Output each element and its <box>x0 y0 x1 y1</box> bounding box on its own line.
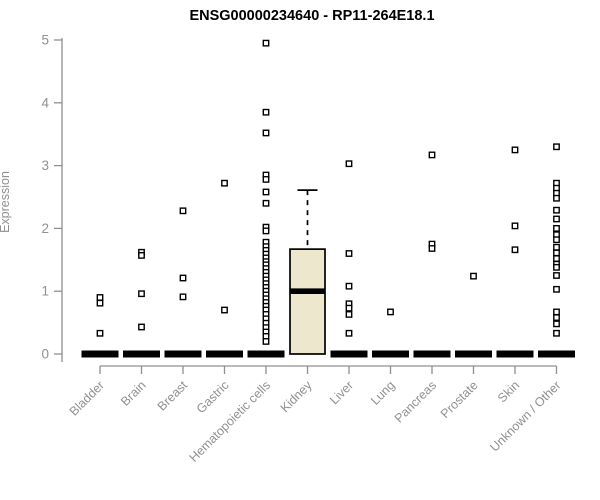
data-point <box>553 272 560 279</box>
data-point <box>511 222 519 230</box>
y-axis-title: Expression <box>0 171 12 233</box>
data-point <box>262 188 270 196</box>
data-point <box>553 143 560 151</box>
category-label: Gastric <box>194 378 232 416</box>
category-label: Kidney <box>278 378 315 415</box>
data-point <box>553 285 560 293</box>
data-point <box>179 207 187 215</box>
box <box>289 248 326 355</box>
zero-box <box>372 350 409 358</box>
data-point <box>345 329 353 337</box>
data-point <box>470 272 477 280</box>
y-tick-label: 1 <box>41 284 49 299</box>
data-point <box>553 243 560 251</box>
category-label: Bladder <box>67 378 107 418</box>
data-point <box>179 274 187 282</box>
zero-box <box>538 350 575 358</box>
data-point <box>345 250 353 257</box>
y-tick-label: 4 <box>41 95 49 110</box>
data-point <box>553 215 560 223</box>
data-point <box>262 176 270 183</box>
data-point <box>221 179 228 187</box>
data-point <box>553 329 560 337</box>
chart-title: ENSG00000234640 - RP11-264E18.1 <box>189 8 435 24</box>
data-point <box>262 108 270 116</box>
data-point <box>553 236 560 244</box>
zero-box <box>247 350 285 358</box>
data-point <box>345 311 353 318</box>
category-label: Brain <box>118 378 149 409</box>
category-label: Pancreas <box>392 378 439 425</box>
data-point <box>553 206 560 214</box>
category-label: Hematopoietic cells <box>187 378 274 465</box>
zero-box <box>496 350 534 358</box>
zero-box <box>413 350 451 358</box>
category-label: Liver <box>327 378 356 407</box>
data-point <box>553 263 560 271</box>
category-label: Breast <box>155 378 191 414</box>
data-point <box>262 39 270 47</box>
data-point <box>96 329 104 337</box>
zero-box <box>330 350 368 358</box>
y-tick-label: 5 <box>41 33 49 48</box>
data-point <box>96 294 104 301</box>
data-point <box>387 308 394 316</box>
category-label: Skin <box>495 378 522 405</box>
data-point <box>428 245 436 252</box>
zero-box <box>123 350 160 358</box>
data-point <box>221 306 228 314</box>
data-point <box>553 320 560 328</box>
data-point <box>138 252 145 259</box>
data-point <box>345 304 353 312</box>
y-tick-label: 3 <box>41 158 49 173</box>
data-point <box>511 246 519 254</box>
data-point <box>345 282 353 290</box>
y-tick-label: 0 <box>41 347 49 362</box>
data-point <box>553 308 560 316</box>
category-label: Unknown / Other <box>487 378 563 454</box>
data-point <box>262 199 270 207</box>
data-point <box>179 293 187 301</box>
zero-box <box>81 350 119 358</box>
data-point <box>345 160 353 168</box>
data-point <box>138 290 145 298</box>
category-label: Prostate <box>438 378 481 421</box>
data-point <box>553 314 560 321</box>
zero-box <box>455 350 492 358</box>
data-point <box>262 129 270 137</box>
data-point <box>428 151 436 159</box>
category-label: Lung <box>368 378 398 408</box>
data-point <box>138 323 145 331</box>
zero-box <box>206 350 243 358</box>
median-line <box>290 288 325 294</box>
data-point <box>553 255 560 262</box>
y-tick-label: 2 <box>41 221 49 236</box>
data-point <box>96 299 104 307</box>
data-point <box>553 194 560 202</box>
data-point <box>262 227 270 235</box>
data-point <box>262 338 270 345</box>
data-point <box>553 249 560 257</box>
data-point <box>553 224 560 232</box>
zero-box <box>164 350 202 358</box>
data-point <box>511 146 519 154</box>
